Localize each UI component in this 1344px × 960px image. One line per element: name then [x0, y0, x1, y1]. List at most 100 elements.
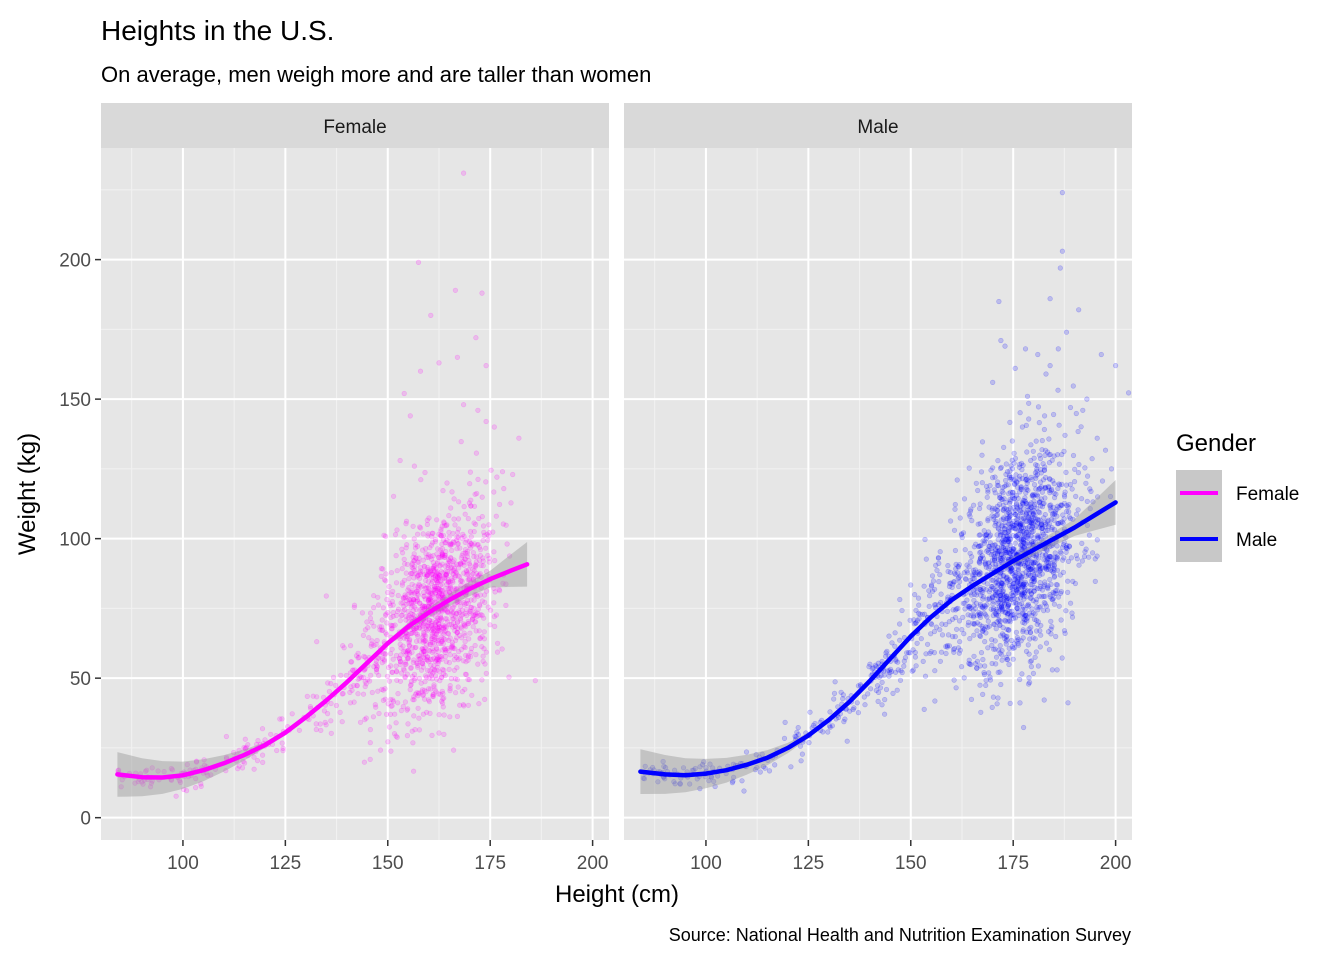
data-point — [442, 624, 448, 630]
data-point — [363, 715, 369, 721]
data-point — [1047, 296, 1053, 302]
data-point — [855, 683, 862, 689]
data-point — [447, 635, 453, 641]
data-point — [462, 546, 469, 553]
data-point — [449, 642, 455, 648]
data-point — [402, 661, 408, 667]
data-point — [1080, 407, 1086, 413]
data-point — [405, 615, 412, 621]
data-point — [397, 658, 404, 665]
data-point — [990, 379, 996, 386]
data-point — [374, 664, 381, 670]
data-point — [412, 583, 418, 589]
data-point — [462, 671, 469, 677]
x-tick-label: 175 — [474, 853, 506, 874]
data-point — [422, 603, 428, 610]
data-point — [1076, 461, 1082, 468]
data-point — [457, 655, 463, 661]
data-point — [497, 501, 503, 508]
data-point — [436, 590, 442, 597]
data-point — [296, 727, 303, 733]
data-point — [933, 602, 939, 608]
data-point — [403, 661, 409, 667]
data-point — [430, 693, 436, 700]
data-point — [1049, 623, 1055, 630]
data-point — [1030, 670, 1036, 677]
data-point — [461, 533, 467, 540]
data-point — [453, 614, 459, 620]
data-point — [420, 626, 426, 632]
data-point — [938, 649, 945, 655]
data-point — [369, 638, 375, 644]
data-point — [943, 621, 949, 628]
data-point — [388, 651, 394, 657]
data-point — [431, 655, 437, 661]
data-point — [471, 605, 477, 611]
data-point — [279, 740, 285, 746]
data-point — [432, 562, 438, 569]
data-point — [951, 677, 957, 683]
data-point — [951, 570, 958, 576]
data-point — [490, 529, 496, 535]
data-point — [937, 572, 943, 578]
data-point — [957, 515, 963, 521]
data-point — [142, 768, 149, 774]
data-point — [428, 553, 434, 560]
data-point — [892, 669, 899, 675]
data-point — [425, 596, 432, 602]
data-point — [419, 606, 425, 612]
data-point — [406, 596, 412, 602]
data-point — [405, 721, 411, 727]
data-point — [978, 709, 984, 715]
data-point — [1042, 579, 1048, 585]
data-point — [317, 721, 323, 727]
data-point — [462, 556, 468, 562]
data-point — [454, 676, 460, 683]
data-point — [415, 705, 421, 711]
data-point — [439, 617, 445, 623]
data-point — [996, 298, 1002, 305]
data-point — [449, 547, 455, 554]
data-point — [1069, 614, 1076, 620]
data-point — [1000, 625, 1006, 631]
data-point — [419, 646, 425, 652]
data-point — [1033, 649, 1039, 655]
data-point — [992, 547, 999, 553]
data-point — [430, 571, 436, 578]
data-point — [1039, 438, 1045, 444]
data-point — [362, 716, 368, 723]
data-point — [428, 672, 435, 679]
data-point — [494, 474, 500, 480]
data-point — [468, 645, 475, 652]
data-point — [921, 583, 927, 589]
data-point — [418, 680, 424, 686]
chart-subtitle: On average, men weigh more and are talle… — [101, 62, 651, 87]
data-point — [423, 688, 429, 695]
data-point — [1035, 351, 1041, 358]
data-point — [468, 649, 474, 655]
data-point — [1028, 457, 1034, 464]
data-point — [952, 506, 958, 512]
data-point — [946, 643, 953, 649]
data-point — [401, 577, 408, 584]
data-point — [148, 784, 154, 790]
data-point — [473, 619, 479, 625]
data-point — [977, 501, 983, 507]
data-point — [426, 552, 432, 558]
data-point — [444, 522, 450, 528]
data-point — [433, 583, 439, 590]
data-point — [1003, 654, 1009, 661]
data-point — [208, 772, 214, 778]
data-point — [357, 674, 363, 680]
data-point — [439, 607, 445, 613]
data-point — [478, 562, 484, 569]
data-point — [1045, 629, 1052, 635]
data-point — [243, 744, 250, 751]
data-point — [410, 523, 416, 529]
data-point — [443, 653, 449, 660]
data-point — [457, 702, 463, 708]
data-point — [967, 661, 973, 667]
data-point — [1006, 521, 1012, 527]
data-point — [423, 573, 430, 580]
data-point — [416, 582, 422, 589]
